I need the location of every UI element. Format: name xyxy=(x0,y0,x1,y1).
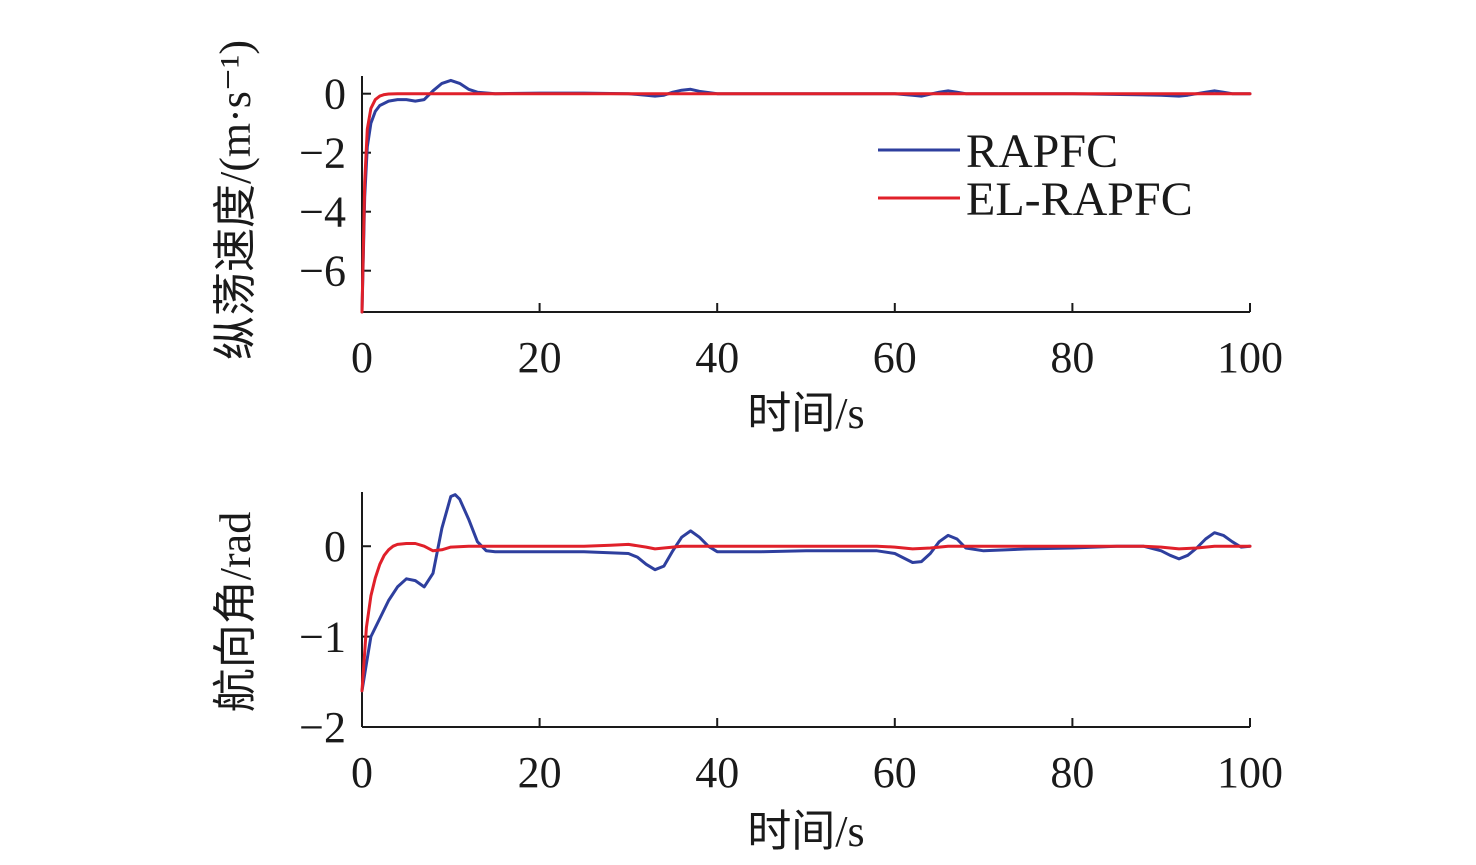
xlabel-surge-velocity: 时间/s xyxy=(747,389,864,438)
y-tick-label: −2 xyxy=(299,129,346,178)
xlabel-heading-angle: 时间/s xyxy=(747,807,864,856)
x-tick-label: 0 xyxy=(351,748,373,797)
y-tick-label: −1 xyxy=(299,613,346,662)
y-tick-label: −6 xyxy=(299,247,346,296)
x-tick-label: 20 xyxy=(518,748,562,797)
x-tick-label: 60 xyxy=(873,333,917,382)
x-tick-label: 100 xyxy=(1217,333,1283,382)
ylabel-surge-velocity: 纵荡速度/(m·s⁻¹) xyxy=(211,40,260,360)
legend: RAPFC EL-RAPFC xyxy=(878,125,1193,226)
y-axis-ticks: 0 −2 −4 −6 xyxy=(299,70,371,296)
y-tick-label: −4 xyxy=(299,188,346,237)
y-tick-label: 0 xyxy=(324,70,346,119)
x-tick-label: 60 xyxy=(873,748,917,797)
x-axis-ticks: 0 20 40 60 80 100 xyxy=(351,303,1283,382)
x-tick-label: 100 xyxy=(1217,748,1283,797)
legend-label-rapfc: RAPFC xyxy=(966,125,1118,178)
x-axis-ticks: 0 20 40 60 80 100 xyxy=(351,718,1283,797)
x-tick-label: 80 xyxy=(1050,748,1094,797)
x-tick-label: 20 xyxy=(518,333,562,382)
y-tick-label: 0 xyxy=(324,522,346,571)
series-line-rapfc xyxy=(360,493,1252,693)
x-tick-label: 40 xyxy=(695,333,739,382)
x-tick-label: 0 xyxy=(351,333,373,382)
chart-heading-angle: 航向角/rad 0 −1 −2 0 20 40 60 80 100 时间/s xyxy=(211,492,1283,856)
x-tick-label: 40 xyxy=(695,748,739,797)
series-line-el-rapfc xyxy=(360,92,1252,314)
x-tick-label: 80 xyxy=(1050,333,1094,382)
y-tick-label: −2 xyxy=(299,703,346,752)
ylabel-heading-angle: 航向角/rad xyxy=(211,512,260,712)
legend-label-el-rapfc: EL-RAPFC xyxy=(966,173,1193,226)
series-line-el-rapfc xyxy=(360,542,1252,693)
y-axis-ticks: 0 −1 −2 xyxy=(299,522,371,752)
chart-surge-velocity: 纵荡速度/(m·s⁻¹) 0 −2 −4 −6 0 20 40 60 80 100 RAPFC … xyxy=(211,40,1283,438)
